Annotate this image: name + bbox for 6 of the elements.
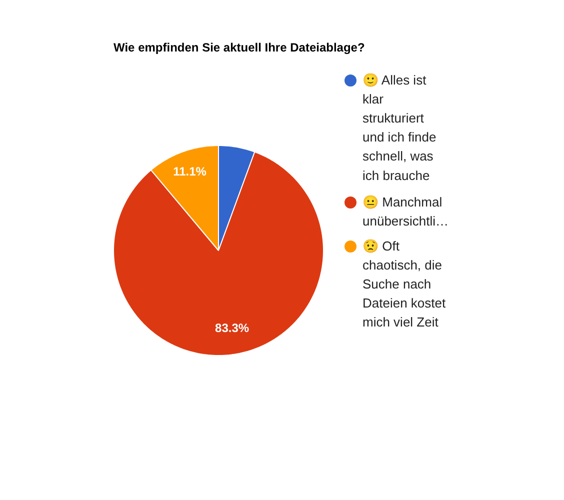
- legend-label: 😟 Oft chaotisch, die Suche nach Dateien kostet mich viel Zeit: [362, 238, 446, 330]
- data-label: 83.3%: [215, 321, 250, 336]
- chart-title: Wie empfinden Sie aktuell Ihre Dateiablage?: [114, 40, 365, 54]
- legend-label: 😐 Manchmal unübersichtli…: [362, 194, 448, 229]
- legend-label: 🙂 Alles ist klar strukturiert und ich finde schnell, was ich brauche: [362, 72, 436, 183]
- data-label: 11.1%: [173, 164, 207, 179]
